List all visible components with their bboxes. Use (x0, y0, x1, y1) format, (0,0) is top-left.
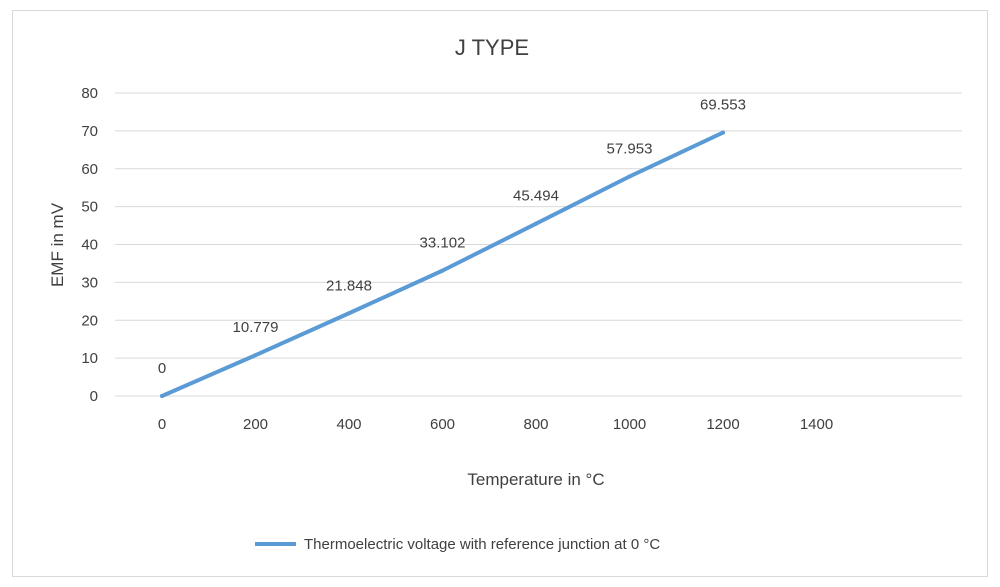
x-axis-title: Temperature in °C (467, 470, 604, 489)
data-point (534, 221, 538, 226)
data-point (347, 311, 351, 316)
data-label: 69.553 (700, 97, 746, 114)
y-tick-label: 10 (81, 350, 98, 367)
y-axis-title: EMF in mV (48, 202, 67, 287)
x-tick-label: 1200 (706, 416, 739, 433)
chart-frame (12, 10, 988, 577)
chart-title: J TYPE (455, 35, 529, 60)
legend-series-label: Thermoelectric voltage with reference ju… (304, 536, 660, 553)
data-label: 57.953 (607, 141, 653, 158)
y-tick-label: 70 (81, 123, 98, 140)
x-tick-label: 800 (523, 416, 548, 433)
gridlines (115, 92, 962, 397)
data-label: 45.494 (513, 188, 559, 205)
x-tick-label: 200 (243, 416, 268, 433)
data-label: 10.779 (233, 319, 279, 336)
y-tick-label: 50 (81, 199, 98, 216)
data-label: 33.102 (420, 235, 466, 252)
data-label: 0 (158, 360, 166, 377)
data-point (721, 130, 725, 135)
data-label: 21.848 (326, 277, 372, 294)
x-tick-label: 0 (158, 416, 166, 433)
x-tick-label: 600 (430, 416, 455, 433)
data-point (627, 174, 632, 179)
series-layer (160, 130, 725, 398)
x-tick-label: 1000 (613, 416, 646, 433)
y-axis-ticks: 0 10 20 30 40 50 60 70 80 (81, 85, 98, 405)
data-labels: 0 10.779 21.848 33.102 45.494 57.953 69.553 (158, 97, 746, 377)
y-tick-label: 30 (81, 274, 98, 291)
y-tick-label: 60 (81, 161, 98, 178)
y-tick-label: 20 (81, 312, 98, 329)
y-tick-label: 80 (81, 85, 98, 102)
data-point (253, 353, 258, 358)
x-tick-label: 1400 (800, 416, 833, 433)
data-point (440, 268, 445, 273)
y-tick-label: 0 (90, 388, 98, 405)
legend: Thermoelectric voltage with reference ju… (255, 536, 660, 553)
y-tick-label: 40 (81, 237, 98, 254)
x-axis-ticks: 0 200 400 600 800 1000 1200 1400 (158, 416, 833, 433)
series-line (160, 130, 725, 398)
x-tick-label: 400 (336, 416, 361, 433)
data-point (160, 394, 164, 398)
